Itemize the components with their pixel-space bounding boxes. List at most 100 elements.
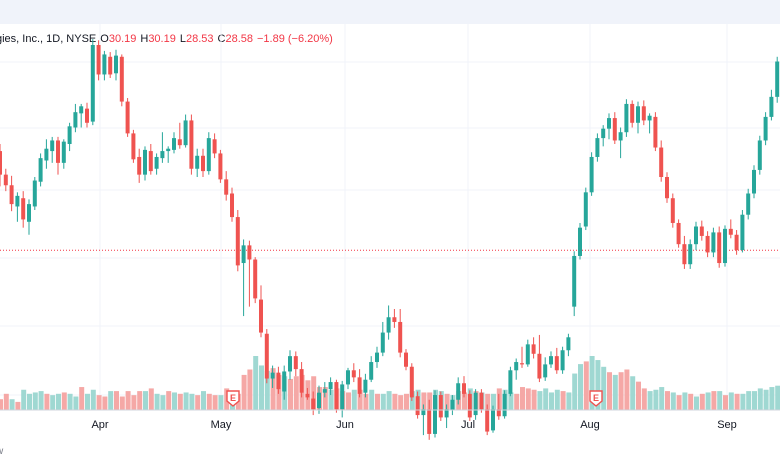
volume-bar	[21, 389, 27, 410]
candle-body	[189, 120, 194, 169]
volume-bar	[653, 389, 659, 410]
candle-body	[665, 177, 669, 199]
candle-body	[334, 382, 339, 410]
volume-bar	[154, 393, 160, 410]
candle-body	[119, 56, 124, 102]
candle-body	[589, 156, 594, 193]
candle-body	[224, 179, 229, 195]
volume-bar	[589, 356, 595, 410]
candle-body	[757, 140, 762, 170]
candle-body	[734, 234, 739, 251]
candle-body	[183, 120, 188, 146]
candle-body	[485, 409, 490, 432]
candle-body	[206, 138, 211, 172]
volume-bar	[195, 395, 201, 410]
volume-bar	[90, 389, 96, 410]
volume-bar	[618, 372, 624, 410]
candle-body	[682, 244, 687, 265]
volume-bar	[578, 364, 583, 410]
candle-body	[288, 356, 292, 372]
volume-bar	[85, 393, 90, 410]
volume-bar	[369, 389, 375, 410]
candle-body	[73, 112, 78, 128]
candle-body	[723, 228, 727, 264]
volume-bar	[491, 393, 496, 410]
candle-body	[728, 228, 733, 235]
tradingview-watermark: w	[0, 446, 3, 457]
candle-body	[688, 244, 693, 265]
candle-body	[375, 352, 379, 363]
candle-body	[114, 55, 118, 74]
volume-bar	[607, 372, 612, 410]
candle-body	[572, 255, 577, 307]
candle-body	[131, 133, 136, 160]
candle-body	[699, 226, 704, 236]
candle-body	[595, 138, 600, 157]
candle-body	[560, 350, 565, 371]
volume-bar	[728, 392, 734, 410]
volume-bar	[711, 391, 717, 410]
volume-bar	[583, 361, 589, 410]
candle-body	[583, 192, 588, 227]
volume-bar	[247, 369, 253, 410]
volume-bar	[119, 396, 125, 410]
volume-bar	[572, 373, 578, 410]
candle-body	[317, 392, 321, 408]
volume-bar	[293, 376, 299, 410]
volume-bar	[630, 376, 636, 410]
candle-body	[676, 222, 681, 245]
volume-bar	[659, 387, 665, 410]
earnings-marker	[589, 390, 603, 407]
candle-body	[241, 245, 246, 264]
candle-body	[0, 151, 2, 175]
candle-body	[578, 227, 582, 256]
volume-bar	[125, 391, 131, 410]
symbol-legend: gies, Inc., 1D, NYSEO30.19H30.19L28.53C2…	[0, 33, 333, 45]
candle-body	[195, 155, 200, 169]
low-label: L	[179, 33, 186, 45]
volume-bar	[694, 396, 699, 410]
volume-bar	[647, 391, 653, 410]
volume-bar	[641, 388, 647, 410]
candle-body	[462, 383, 466, 394]
volume-bar	[525, 388, 531, 410]
volume-bar	[508, 392, 514, 410]
candle-body	[525, 344, 530, 365]
volume-bar	[705, 392, 711, 410]
volume-bar	[769, 387, 775, 410]
volume-bar	[96, 395, 102, 410]
volume-bar	[554, 389, 560, 410]
volume-bar	[38, 391, 44, 410]
candle-body	[659, 147, 664, 177]
candle-body	[322, 389, 327, 393]
candle-body	[543, 364, 548, 378]
volume-bar	[270, 368, 276, 410]
candle-body	[763, 116, 768, 141]
candle-body	[479, 392, 484, 410]
candle-body	[346, 370, 350, 385]
candle-body	[166, 148, 171, 152]
volume-bar	[404, 393, 409, 410]
candle-body	[694, 226, 698, 245]
candle-body	[467, 393, 472, 418]
candle-body	[392, 317, 397, 322]
volume-bar	[757, 388, 763, 410]
candle-body	[647, 115, 652, 121]
candle-body	[79, 106, 84, 114]
x-tick-label: Jul	[461, 419, 475, 431]
candle-body	[32, 180, 37, 207]
volume-bar	[44, 393, 50, 410]
candle-body	[102, 54, 107, 75]
volume-bar	[763, 389, 769, 410]
candle-body	[44, 148, 49, 161]
volume-bar	[148, 388, 154, 410]
candle-body	[421, 409, 426, 416]
volume-bar	[206, 393, 212, 410]
candle-body	[409, 366, 414, 398]
candle-body	[299, 369, 304, 393]
volume-bar	[375, 393, 380, 410]
volume-bar	[380, 393, 386, 410]
candle-body	[612, 118, 617, 141]
volume-bar	[131, 395, 137, 410]
